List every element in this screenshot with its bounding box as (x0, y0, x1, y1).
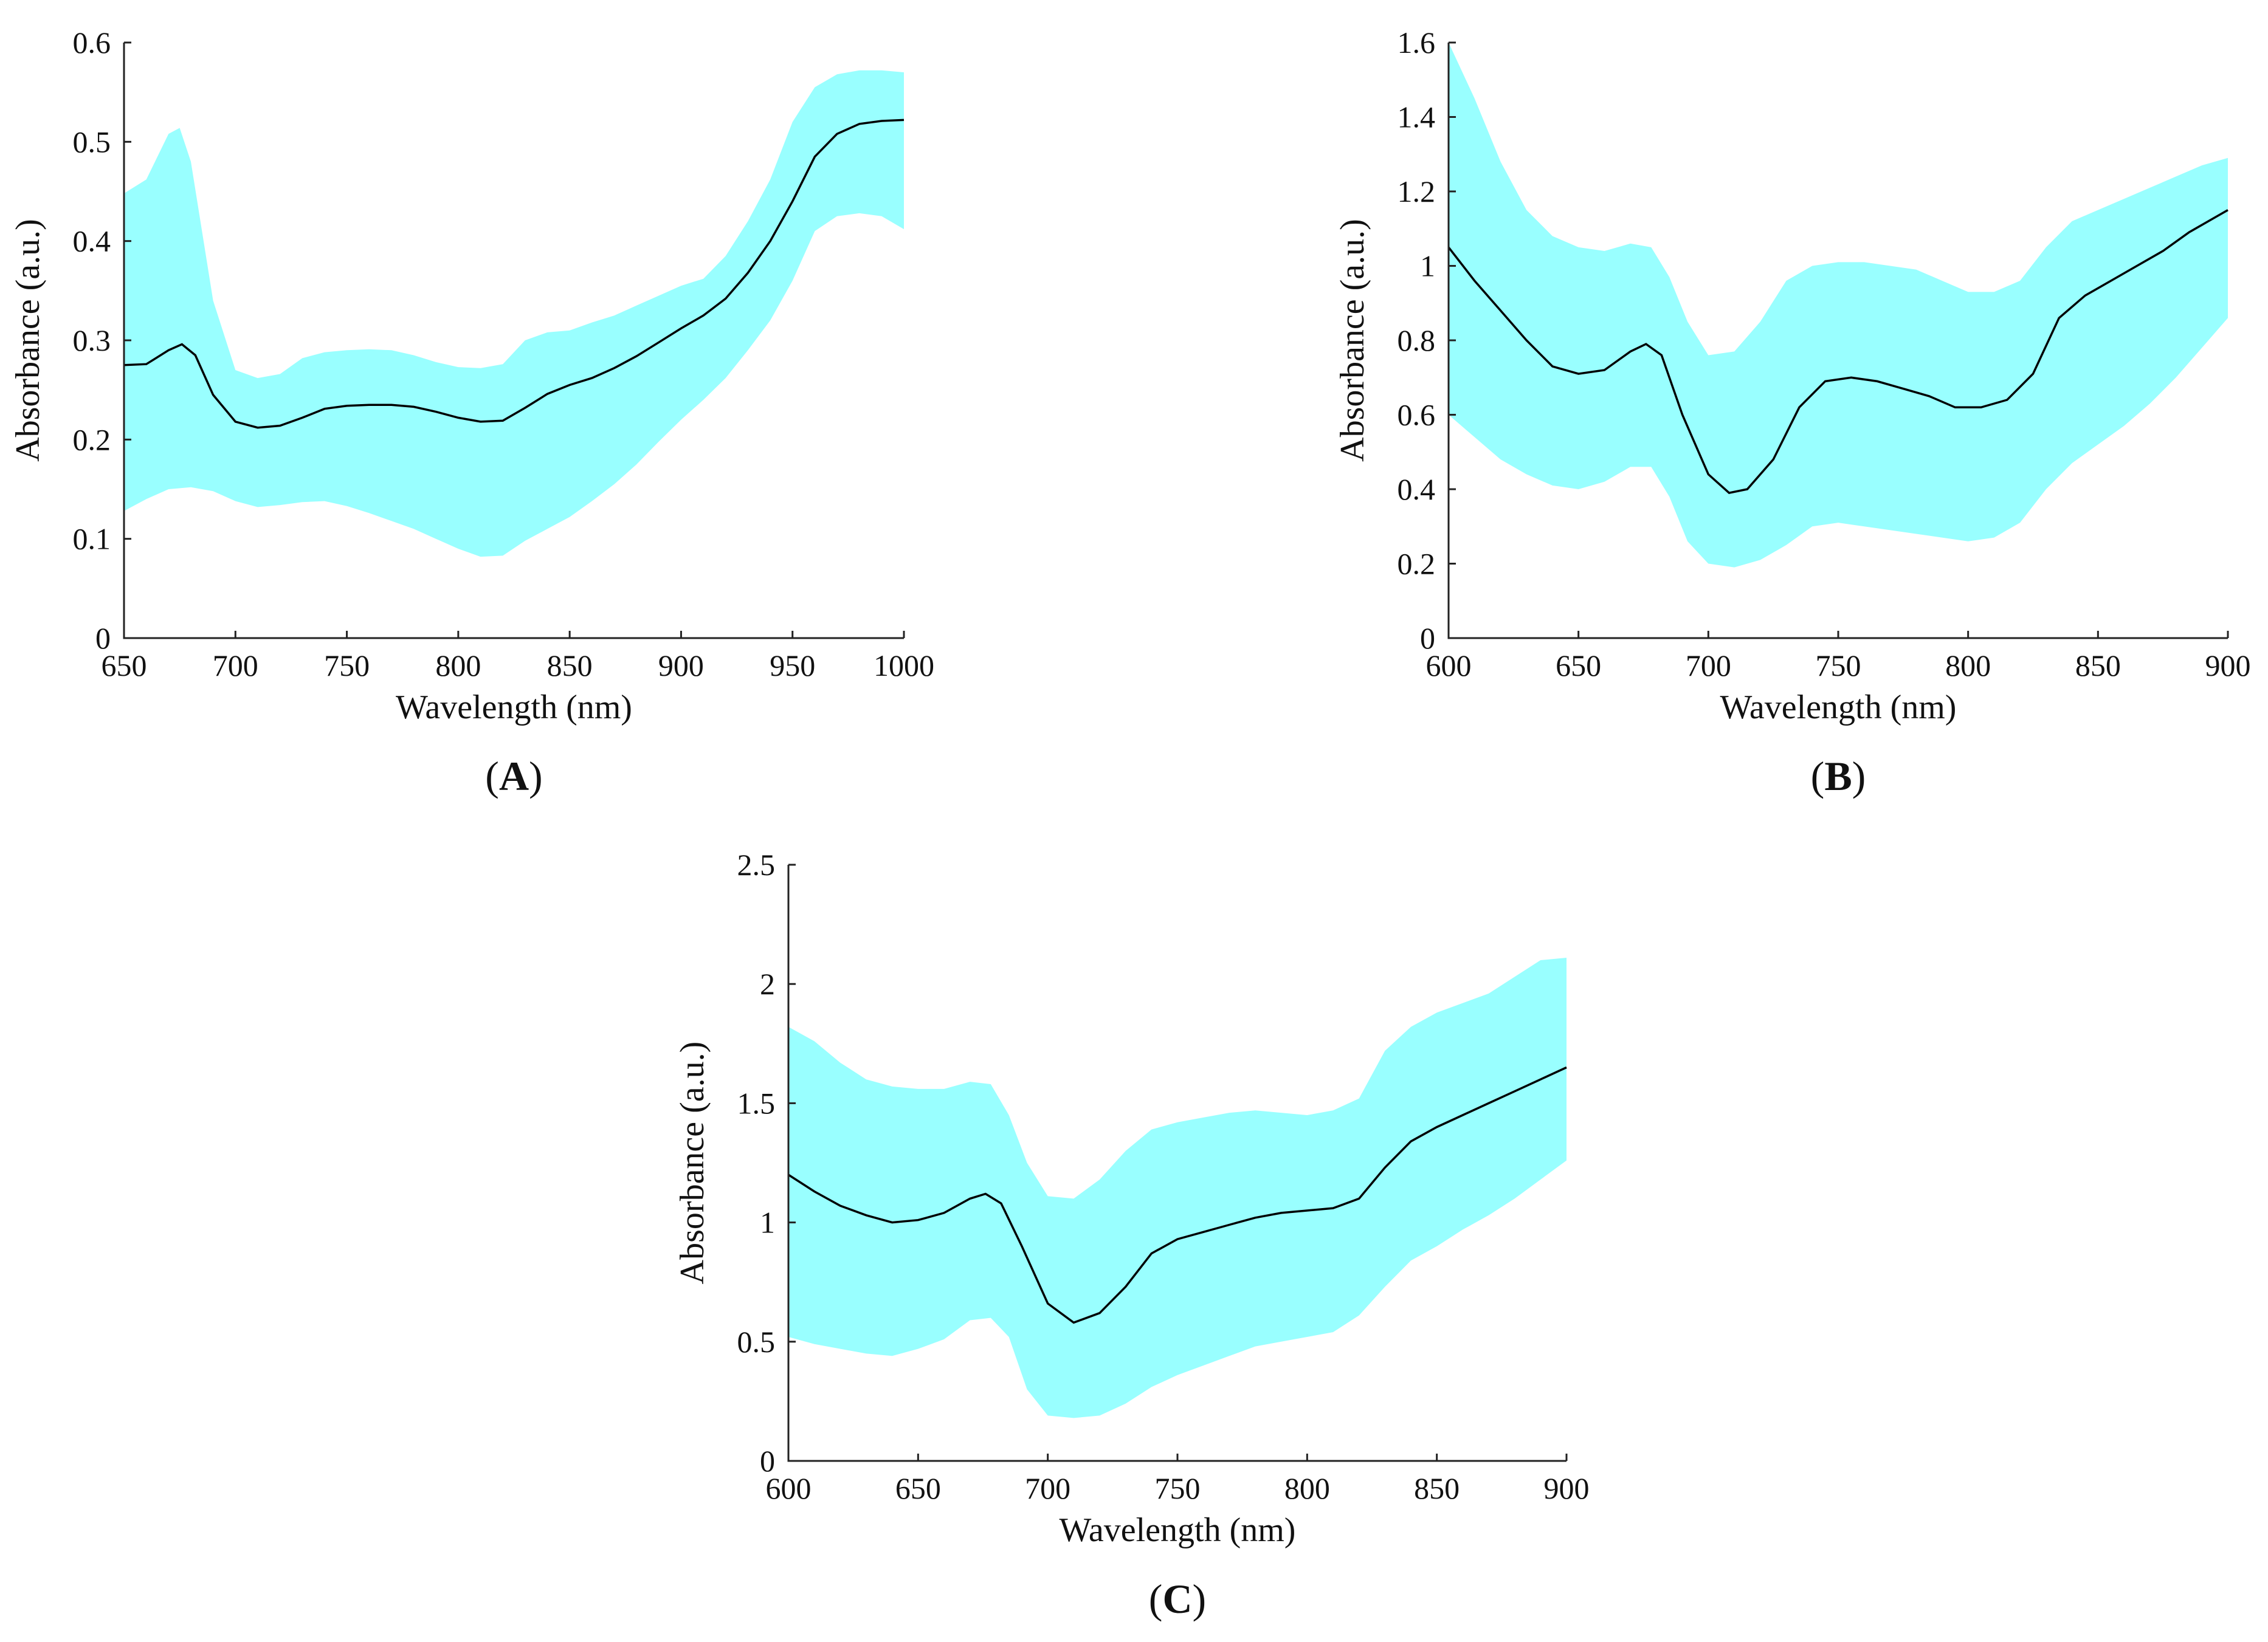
panel-a-x-tick-label: 1000 (874, 648, 934, 682)
panel-a-y-tick-label: 0.4 (73, 224, 111, 258)
panel-b-mean-line (1447, 209, 2228, 494)
panel-a-x-tick-label: 900 (658, 648, 704, 682)
panel-c-ticks: 600 650 700 750 800 850 900 0 0.5 1 1.5 2 2.5 (737, 848, 1590, 1505)
panel-b-y-tick-label: 0.4 (1398, 472, 1436, 506)
panel-b-y-tick-label: 0.2 (1398, 547, 1436, 581)
panel-b-x-tick-label: 650 (1556, 648, 1601, 682)
panel-a-y-tick-label: 0 (95, 621, 111, 655)
panel-a-y-tick-label: 0.3 (73, 323, 111, 357)
panel-b-ticks: 600 650 700 750 800 850 900 0 0.2 0.4 0.6 0.8 1 1.2 1.… (1398, 26, 2251, 682)
panel-b-x-tick-label: 900 (2205, 648, 2251, 682)
panel-a-label: (A) (485, 753, 542, 799)
panel-c-x-tick-label: 850 (1414, 1471, 1460, 1505)
panel-c-x-tick-label: 700 (1025, 1471, 1070, 1505)
panel-a-y-tick-label: 0.5 (73, 125, 111, 159)
panel-c-x-tick-label: 800 (1284, 1471, 1330, 1505)
panel-b-x-axis-title: Wavelength (nm) (1720, 689, 1957, 726)
panel-c-x-tick-label: 750 (1155, 1471, 1201, 1505)
panel-b-y-tick-label: 0.6 (1398, 398, 1436, 432)
panel-b-x-tick-label: 800 (1945, 648, 1991, 682)
panel-a-y-axis-title: Absorbance (a.u.) (9, 219, 47, 462)
panel-c-y-tick-label: 0.5 (737, 1325, 776, 1359)
panel-a-x-tick-label: 800 (435, 648, 481, 682)
panel-c-y-tick-label: 1.5 (737, 1086, 776, 1120)
panel-b-y-axis-title: Absorbance (a.u.) (1334, 219, 1371, 462)
panel-b-letter: B (1824, 753, 1852, 799)
panel-a-x-tick-label: 850 (547, 648, 593, 682)
panel-b-x-tick-label: 750 (1816, 648, 1861, 682)
panel-a-letter: A (499, 753, 529, 799)
panel-c-y-tick-label: 2 (760, 967, 775, 1001)
panel-b-x-tick-label: 600 (1426, 648, 1472, 682)
panel-b-x-tick-label: 850 (2075, 648, 2121, 682)
panel-b-y-tick-label: 0.8 (1398, 323, 1436, 357)
panel-b-axes (1447, 43, 2228, 639)
panel-a: 650 700 750 800 850 900 950 1000 0 0.1 0.2 0.3 0.4 0.… (9, 26, 934, 799)
panel-c-mean-line (788, 1066, 1567, 1324)
panel-a-x-tick-label: 750 (324, 648, 370, 682)
panel-a-axes (123, 43, 904, 639)
panel-a-y-tick-label: 0.6 (73, 26, 111, 60)
panel-c-y-tick-label: 1 (760, 1206, 775, 1240)
panel-c-y-tick-label: 0 (760, 1444, 775, 1478)
panel-b-y-tick-label: 1.6 (1398, 26, 1436, 60)
panel-c: 600 650 700 750 800 850 900 0 0.5 1 1.5 2 2.5 Wavele… (674, 848, 1590, 1622)
panel-a-x-tick-label: 950 (770, 648, 815, 682)
panel-c-label: (C) (1149, 1576, 1206, 1622)
panel-a-ticks: 650 700 750 800 850 900 950 1000 0 0.1 0.2 0.3 0.4 0.… (73, 26, 935, 682)
panel-a-x-tick-label: 650 (102, 648, 147, 682)
panel-a-y-tick-label: 0.1 (73, 522, 111, 556)
panel-a-y-tick-label: 0.2 (73, 422, 111, 456)
panel-c-x-tick-label: 600 (766, 1471, 812, 1505)
panel-b-label: (B) (1811, 753, 1866, 799)
panel-b-y-tick-label: 1.2 (1398, 174, 1436, 208)
panel-c-y-tick-label: 2.5 (737, 848, 776, 882)
panel-b: 600 650 700 750 800 850 900 0 0.2 0.4 0.6 0.8 1 1.2 1.… (1334, 26, 2251, 799)
panel-c-letter: C (1162, 1576, 1192, 1622)
panel-a-mean-line (123, 119, 905, 429)
panel-b-std-band (1449, 43, 2228, 568)
panel-b-x-tick-label: 700 (1686, 648, 1731, 682)
panel-a-x-axis-title: Wavelength (nm) (396, 689, 632, 726)
panel-c-y-axis-title: Absorbance (a.u.) (674, 1042, 711, 1285)
panel-c-std-band (788, 958, 1567, 1418)
panel-a-std-band (124, 70, 904, 557)
panel-c-axes (787, 865, 1567, 1462)
panel-b-y-tick-label: 1 (1420, 249, 1435, 283)
panel-c-x-axis-title: Wavelength (nm) (1060, 1511, 1296, 1549)
panel-a-x-tick-label: 700 (213, 648, 258, 682)
panel-c-x-tick-label: 900 (1544, 1471, 1590, 1505)
panel-c-x-tick-label: 650 (895, 1471, 941, 1505)
panel-b-y-tick-label: 0 (1420, 621, 1435, 655)
panel-b-y-tick-label: 1.4 (1398, 100, 1436, 134)
